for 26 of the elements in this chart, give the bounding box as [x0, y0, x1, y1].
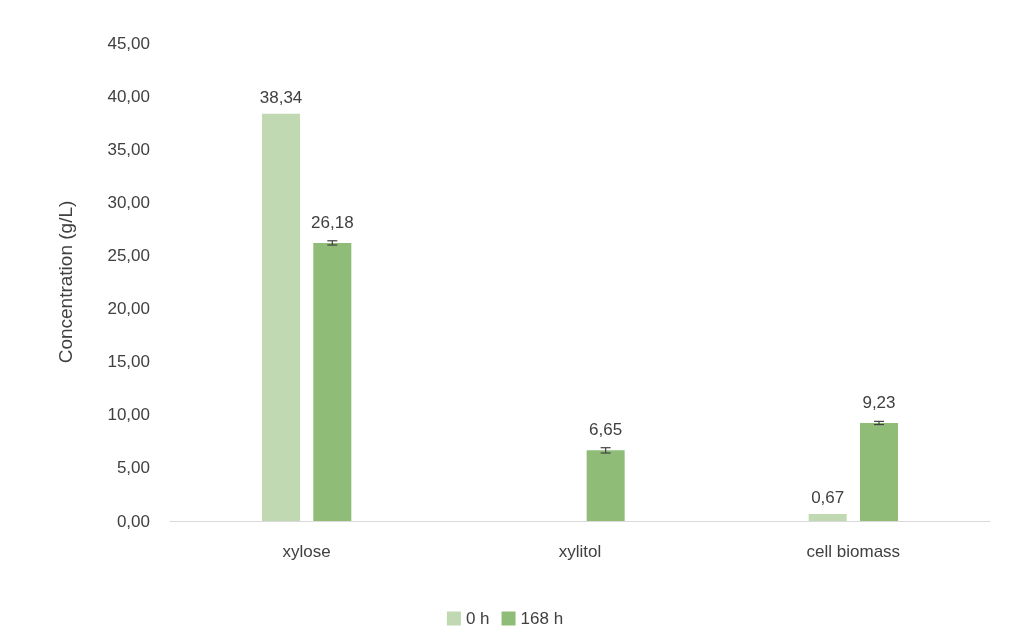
data-label: 0,67 [811, 487, 845, 507]
data-label: 26,18 [311, 212, 354, 232]
legend-label: 168 h [520, 609, 564, 628]
x-tick-label: xylitol [558, 542, 602, 561]
y-tick-label: 40,00 [107, 86, 150, 106]
y-tick-label: 35,00 [107, 139, 150, 159]
y-tick-label: 45,00 [107, 33, 150, 53]
y-tick-label: 0,00 [116, 511, 150, 531]
data-label: 38,34 [259, 87, 303, 107]
bar [586, 450, 625, 521]
y-tick-label: 30,00 [107, 192, 150, 212]
bar [313, 242, 352, 521]
y-axis-title: Concentration (g/L) [55, 200, 76, 364]
y-tick-label: 15,00 [107, 352, 150, 372]
bar [262, 113, 301, 521]
y-tick-label: 5,00 [116, 458, 150, 478]
bar [859, 422, 898, 521]
bar [808, 513, 847, 521]
data-label: 6,65 [589, 420, 623, 440]
y-tick-label: 20,00 [107, 299, 150, 319]
data-label: 9,23 [862, 392, 896, 412]
y-tick-label: 10,00 [107, 405, 150, 425]
x-tick-label: cell biomass [806, 542, 901, 561]
y-tick-label: 25,00 [107, 245, 150, 265]
legend-label: 0 h [465, 609, 490, 628]
x-tick-label: xylose [282, 542, 331, 561]
